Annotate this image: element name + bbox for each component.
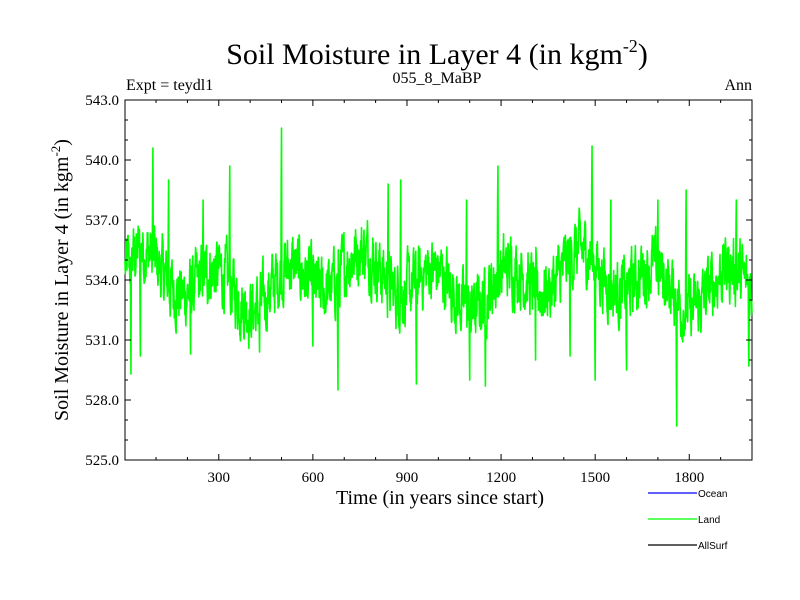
legend-label-land: Land — [698, 515, 720, 526]
chart-title: Soil Moisture in Layer 4 (in kgm-2) — [226, 36, 648, 71]
period-label: 055_8_MaBP — [393, 70, 482, 87]
x-ticks: 300 600 900 1200 1500 1800 — [155, 100, 722, 486]
y-tick-label: 534.0 — [85, 273, 119, 289]
y-tick-label: 537.0 — [85, 213, 119, 229]
x-tick-label: 300 — [208, 470, 231, 486]
y-tick-label: 543.0 — [85, 93, 119, 109]
x-tick-label: 900 — [396, 470, 419, 486]
x-tick-label: 1800 — [674, 470, 704, 486]
series-line-land — [124, 127, 753, 427]
x-tick-label: 600 — [302, 470, 325, 486]
y-tick-label: 528.0 — [85, 393, 119, 409]
x-tick-label: 1200 — [486, 470, 516, 486]
y-tick-label: 525.0 — [85, 453, 119, 469]
y-tick-label: 540.0 — [85, 153, 119, 169]
y-ticks: 525.0 528.0 531.0 534.0 537.0 540.0 543.0 — [85, 93, 752, 469]
legend-label-allsurf: AllSurf — [698, 541, 728, 552]
y-tick-label: 531.0 — [85, 333, 119, 349]
expt-label: Expt = teydl1 — [126, 77, 213, 94]
season-label: Ann — [724, 77, 752, 94]
legend-label-ocean: Ocean — [698, 489, 727, 500]
x-axis-label: Time (in years since start) — [336, 487, 544, 509]
legend: Ocean Land AllSurf — [648, 489, 728, 552]
x-tick-label: 1500 — [580, 470, 610, 486]
series-group — [124, 127, 753, 427]
y-axis-label: Soil Moisture in Layer 4 (in kgm-2) — [48, 139, 73, 421]
